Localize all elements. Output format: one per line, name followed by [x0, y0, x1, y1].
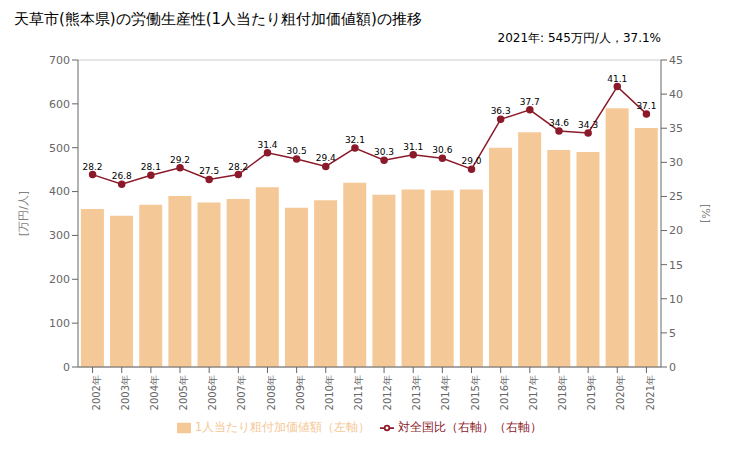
svg-text:28.2: 28.2 — [83, 162, 103, 172]
svg-text:10: 10 — [669, 293, 683, 306]
svg-text:700: 700 — [49, 54, 70, 67]
svg-text:45: 45 — [669, 54, 683, 67]
svg-text:2002年: 2002年 — [91, 375, 102, 410]
svg-text:15: 15 — [669, 259, 683, 272]
svg-text:29.4: 29.4 — [316, 153, 336, 163]
svg-text:20: 20 — [669, 224, 683, 237]
svg-text:32.1: 32.1 — [345, 135, 365, 145]
svg-text:600: 600 — [49, 98, 70, 111]
svg-text:2020年: 2020年 — [615, 375, 626, 410]
svg-text:2021年: 2021年 — [645, 375, 656, 410]
svg-text:2005年: 2005年 — [178, 375, 189, 410]
svg-text:28.2: 28.2 — [228, 162, 248, 172]
svg-text:0: 0 — [669, 361, 676, 374]
svg-text:2004年: 2004年 — [149, 375, 160, 410]
svg-text:2015年: 2015年 — [470, 375, 481, 410]
svg-text:2006年: 2006年 — [207, 375, 218, 410]
svg-text:5: 5 — [669, 327, 676, 340]
svg-text:40: 40 — [669, 88, 683, 101]
svg-text:500: 500 — [49, 142, 70, 155]
svg-text:2007年: 2007年 — [236, 375, 247, 410]
svg-text:[万円/人]: [万円/人] — [17, 191, 30, 236]
html-text:天草市(熊本県)の労働生産性(1人当たり粗付加価値額)の推移: 天草市(熊本県)の労働生産性(1人当たり粗付加価値額)の推移 — [14, 10, 422, 28]
svg-text:30.3: 30.3 — [374, 147, 394, 157]
svg-text:30: 30 — [669, 156, 683, 169]
svg-text:41.1: 41.1 — [607, 74, 627, 84]
svg-text:2003年: 2003年 — [120, 375, 131, 410]
svg-text:30.6: 30.6 — [432, 145, 452, 155]
svg-text:37.7: 37.7 — [520, 97, 540, 107]
html-text:対全国比（右軸）（右軸）: 対全国比（右軸）（右軸） — [398, 420, 543, 434]
svg-text:25: 25 — [669, 190, 683, 203]
svg-text:29.2: 29.2 — [170, 155, 190, 165]
svg-text:2019年: 2019年 — [586, 375, 597, 410]
svg-text:34.6: 34.6 — [549, 118, 569, 128]
svg-text:2012年: 2012年 — [382, 375, 393, 410]
svg-text:2011年: 2011年 — [353, 375, 364, 410]
svg-text:26.8: 26.8 — [112, 171, 132, 181]
svg-text:2008年: 2008年 — [266, 375, 277, 410]
svg-text:35: 35 — [669, 122, 683, 135]
svg-text:34.3: 34.3 — [578, 120, 598, 130]
svg-text:300: 300 — [49, 229, 70, 242]
svg-text:30.5: 30.5 — [287, 146, 307, 156]
svg-text:37.1: 37.1 — [636, 101, 656, 111]
svg-text:2017年: 2017年 — [528, 375, 539, 410]
svg-text:2014年: 2014年 — [440, 375, 451, 410]
svg-text:2013年: 2013年 — [411, 375, 422, 410]
svg-text:31.1: 31.1 — [403, 142, 423, 152]
html-text:2021年: 545万円/人，37.1%: 2021年: 545万円/人，37.1% — [497, 31, 661, 45]
svg-text:28.1: 28.1 — [141, 162, 161, 172]
svg-text:31.4: 31.4 — [257, 140, 277, 150]
svg-text:400: 400 — [49, 185, 70, 198]
svg-text:200: 200 — [49, 273, 70, 286]
svg-text:[%]: [%] — [699, 204, 712, 223]
svg-text:2009年: 2009年 — [295, 375, 306, 410]
html-text:1人当たり粗付加価値額（左軸）: 1人当たり粗付加価値額（左軸） — [194, 420, 371, 434]
svg-text:2016年: 2016年 — [499, 375, 510, 410]
svg-text:29.0: 29.0 — [462, 156, 482, 166]
svg-text:0: 0 — [63, 361, 70, 374]
svg-text:2018年: 2018年 — [557, 375, 568, 410]
svg-text:100: 100 — [49, 317, 70, 330]
svg-text:36.3: 36.3 — [491, 106, 511, 116]
svg-text:2010年: 2010年 — [324, 375, 335, 410]
svg-text:27.5: 27.5 — [199, 166, 219, 176]
